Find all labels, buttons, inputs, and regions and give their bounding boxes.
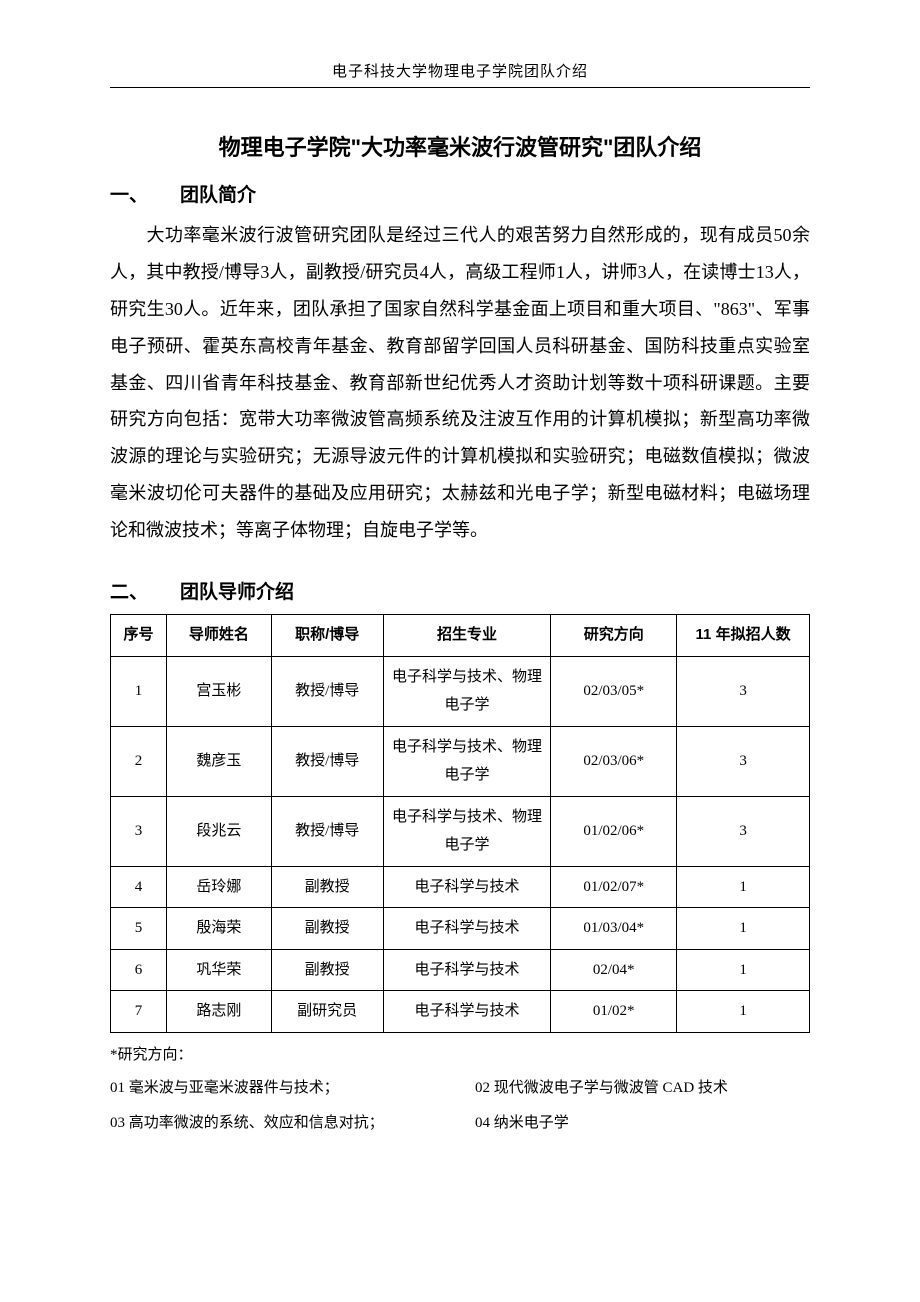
table-cell-major: 电子科学与技术、物理电子学 bbox=[383, 656, 551, 726]
table-cell-dir: 02/04* bbox=[551, 949, 677, 991]
col-header-index: 序号 bbox=[111, 615, 167, 657]
table-row: 4岳玲娜副教授电子科学与技术01/02/07*1 bbox=[111, 866, 810, 908]
advisors-table: 序号 导师姓名 职称/博导 招生专业 研究方向 11 年拟招人数 1宫玉彬教授/… bbox=[110, 614, 810, 1033]
table-cell-title: 副研究员 bbox=[271, 991, 383, 1033]
table-cell-num: 1 bbox=[677, 949, 810, 991]
col-header-quota: 11 年拟招人数 bbox=[677, 615, 810, 657]
table-cell-title: 副教授 bbox=[271, 949, 383, 991]
table-cell-title: 副教授 bbox=[271, 908, 383, 950]
table-cell-dir: 02/03/05* bbox=[551, 656, 677, 726]
table-cell-dir: 01/02/06* bbox=[551, 796, 677, 866]
table-cell-major: 电子科学与技术 bbox=[383, 991, 551, 1033]
table-cell-idx: 7 bbox=[111, 991, 167, 1033]
table-cell-major: 电子科学与技术 bbox=[383, 866, 551, 908]
table-row: 6巩华荣副教授电子科学与技术02/04*1 bbox=[111, 949, 810, 991]
footnote-item: 04 纳米电子学 bbox=[475, 1111, 810, 1132]
table-cell-dir: 02/03/06* bbox=[551, 726, 677, 796]
table-cell-idx: 5 bbox=[111, 908, 167, 950]
table-cell-dir: 01/02* bbox=[551, 991, 677, 1033]
footnote-item: 01 毫米波与亚毫米波器件与技术； bbox=[110, 1076, 445, 1097]
running-header: 电子科技大学物理电子学院团队介绍 bbox=[110, 60, 810, 81]
section-2-heading: 二、团队导师介绍 bbox=[110, 577, 810, 604]
table-cell-num: 1 bbox=[677, 908, 810, 950]
header-divider bbox=[110, 87, 810, 88]
table-cell-major: 电子科学与技术 bbox=[383, 908, 551, 950]
table-cell-major: 电子科学与技术 bbox=[383, 949, 551, 991]
footnote-item: 03 高功率微波的系统、效应和信息对抗； bbox=[110, 1111, 445, 1132]
table-header-row: 序号 导师姓名 职称/博导 招生专业 研究方向 11 年拟招人数 bbox=[111, 615, 810, 657]
col-header-title: 职称/博导 bbox=[271, 615, 383, 657]
table-cell-dir: 01/02/07* bbox=[551, 866, 677, 908]
table-cell-dir: 01/03/04* bbox=[551, 908, 677, 950]
table-cell-major: 电子科学与技术、物理电子学 bbox=[383, 726, 551, 796]
table-cell-idx: 2 bbox=[111, 726, 167, 796]
col-header-major: 招生专业 bbox=[383, 615, 551, 657]
table-cell-name: 段兆云 bbox=[166, 796, 271, 866]
table-cell-name: 路志刚 bbox=[166, 991, 271, 1033]
footnote-grid: 01 毫米波与亚毫米波器件与技术； 02 现代微波电子学与微波管 CAD 技术 … bbox=[110, 1076, 810, 1132]
table-cell-idx: 1 bbox=[111, 656, 167, 726]
table-cell-major: 电子科学与技术、物理电子学 bbox=[383, 796, 551, 866]
section-2-label: 团队导师介绍 bbox=[180, 582, 294, 603]
table-cell-num: 1 bbox=[677, 991, 810, 1033]
table-cell-title: 教授/博导 bbox=[271, 726, 383, 796]
col-header-name: 导师姓名 bbox=[166, 615, 271, 657]
table-cell-num: 1 bbox=[677, 866, 810, 908]
table-row: 2魏彦玉教授/博导电子科学与技术、物理电子学02/03/06*3 bbox=[111, 726, 810, 796]
section-2-number: 二、 bbox=[110, 577, 180, 604]
section-1-number: 一、 bbox=[110, 180, 180, 207]
table-row: 3段兆云教授/博导电子科学与技术、物理电子学01/02/06*3 bbox=[111, 796, 810, 866]
col-header-direction: 研究方向 bbox=[551, 615, 677, 657]
table-row: 1宫玉彬教授/博导电子科学与技术、物理电子学02/03/05*3 bbox=[111, 656, 810, 726]
table-cell-idx: 4 bbox=[111, 866, 167, 908]
table-cell-name: 岳玲娜 bbox=[166, 866, 271, 908]
table-cell-name: 宫玉彬 bbox=[166, 656, 271, 726]
table-cell-title: 教授/博导 bbox=[271, 656, 383, 726]
section-1-heading: 一、团队简介 bbox=[110, 180, 810, 207]
table-row: 7路志刚副研究员电子科学与技术01/02*1 bbox=[111, 991, 810, 1033]
table-row: 5殷海荣副教授电子科学与技术01/03/04*1 bbox=[111, 908, 810, 950]
table-cell-name: 魏彦玉 bbox=[166, 726, 271, 796]
table-cell-name: 巩华荣 bbox=[166, 949, 271, 991]
table-cell-num: 3 bbox=[677, 796, 810, 866]
section-1-body-text: 大功率毫米波行波管研究团队是经过三代人的艰苦努力自然形成的，现有成员50余人，其… bbox=[110, 225, 810, 540]
table-cell-num: 3 bbox=[677, 726, 810, 796]
footnote-label: *研究方向： bbox=[110, 1043, 810, 1064]
footnote-item: 02 现代微波电子学与微波管 CAD 技术 bbox=[475, 1076, 810, 1097]
section-1-label: 团队简介 bbox=[180, 185, 256, 206]
table-cell-idx: 3 bbox=[111, 796, 167, 866]
table-cell-idx: 6 bbox=[111, 949, 167, 991]
table-cell-title: 副教授 bbox=[271, 866, 383, 908]
table-cell-title: 教授/博导 bbox=[271, 796, 383, 866]
table-cell-num: 3 bbox=[677, 656, 810, 726]
table-cell-name: 殷海荣 bbox=[166, 908, 271, 950]
page-title: 物理电子学院"大功率毫米波行波管研究"团队介绍 bbox=[110, 130, 810, 162]
section-1-body: 大功率毫米波行波管研究团队是经过三代人的艰苦努力自然形成的，现有成员50余人，其… bbox=[110, 217, 810, 549]
